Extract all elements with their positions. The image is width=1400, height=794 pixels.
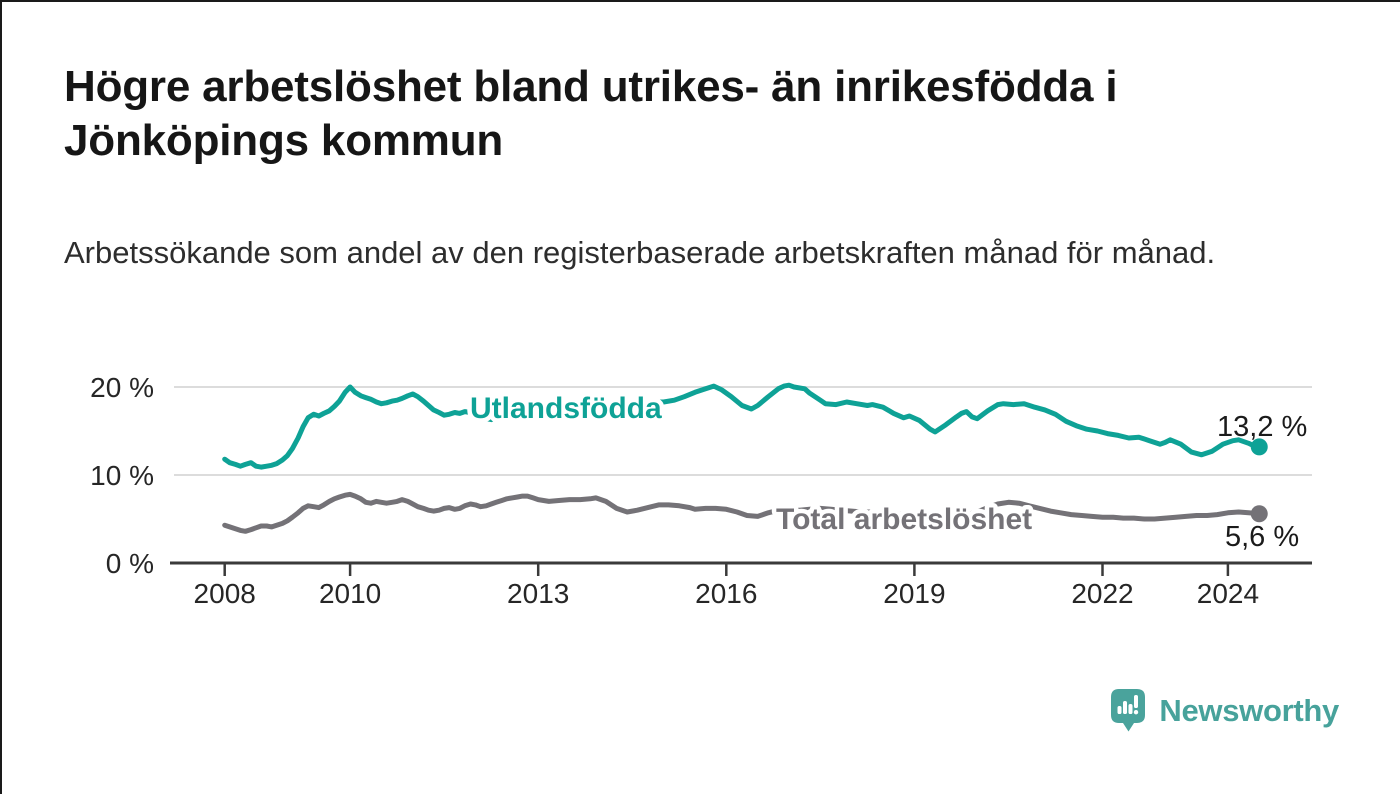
series-end-value-0: 13,2 %: [1217, 411, 1307, 443]
x-tick-label: 2008: [194, 578, 256, 609]
newsworthy-wordmark: Newsworthy: [1159, 693, 1339, 728]
x-tick-label: 2022: [1071, 578, 1133, 609]
unemployment-line-chart: 2008 2010 2013 2016 2019 2022 2024 0 % 10 % 20 % U…: [90, 372, 1312, 609]
newsworthy-bubble-chart-icon: [1111, 689, 1146, 732]
x-tick-label: 2013: [507, 578, 569, 609]
exclamation-icon-stem: [1134, 695, 1139, 708]
series-end-value-1: 5,6 %: [1225, 521, 1299, 553]
page-title: Högre arbetslöshet bland utrikes- än inr…: [64, 62, 1118, 165]
y-tick-label: 0 %: [106, 548, 154, 579]
newsworthy-logo: Newsworthy: [1111, 689, 1339, 733]
x-tick-label: 2019: [883, 578, 945, 609]
series-end-dot-0: [1250, 438, 1268, 456]
x-tick-label: 2010: [319, 578, 381, 609]
bar-icon-small: [1117, 706, 1122, 714]
bar-icon-tall: [1123, 701, 1128, 714]
series-line-0: [222, 382, 1262, 470]
series-line-1: [222, 491, 1262, 534]
series-inline-label-1: Total arbetslöshet: [776, 503, 1032, 536]
line-chart: 2008 2010 2013 2016 2019 2022 2024 0 % 10 % 20 % U…: [2, 352, 1400, 622]
y-tick-label: 10 %: [90, 460, 154, 491]
y-tick-label: 20 %: [90, 372, 154, 403]
x-tick-label: 2016: [695, 578, 757, 609]
bar-icon-medium: [1128, 704, 1133, 714]
x-tick-label: 2024: [1197, 578, 1259, 609]
series-inline-label-0: Utlandsfödda: [470, 392, 662, 425]
exclamation-icon-dot: [1134, 710, 1139, 715]
page-subtitle: Arbetssökande som andel av den registerb…: [64, 235, 1216, 270]
series-end-dot-1: [1250, 505, 1268, 523]
